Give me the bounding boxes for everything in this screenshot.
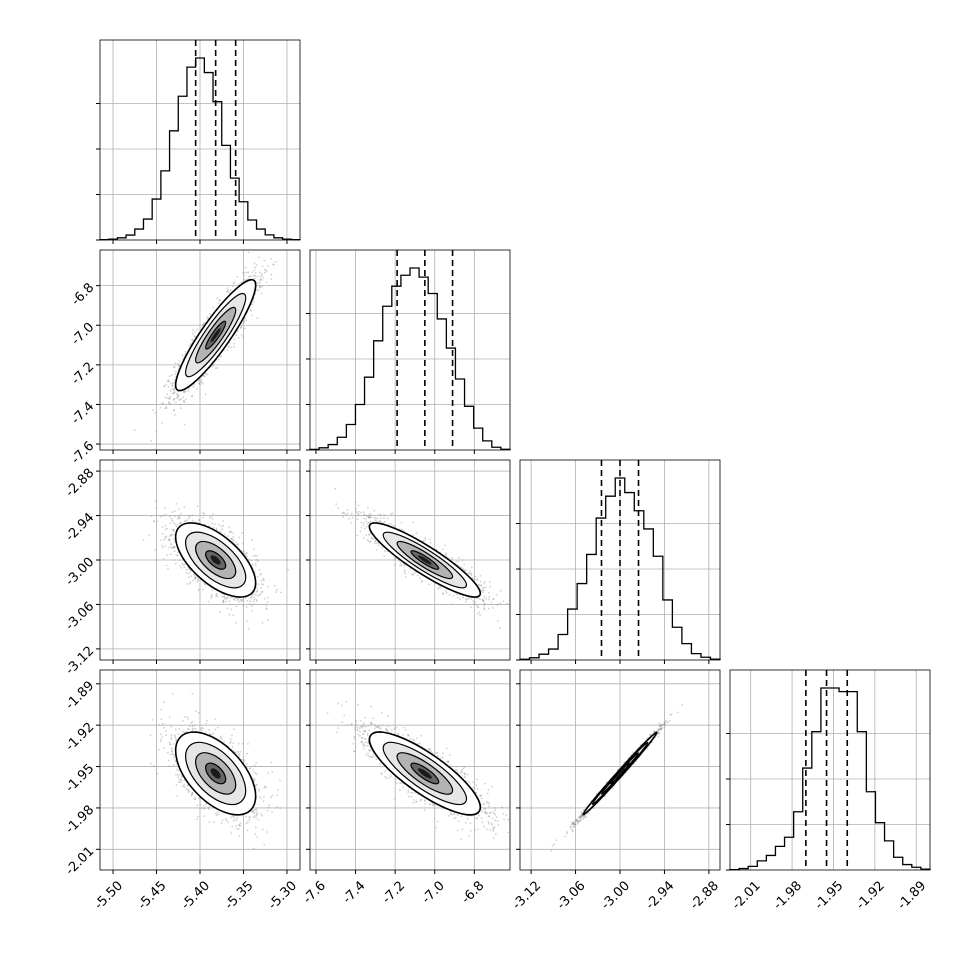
y-tick-label: -7.0 xyxy=(69,320,98,349)
x-tick-label: -5.50 xyxy=(92,878,126,912)
y-tick-label: -6.8 xyxy=(69,280,98,309)
x-tick-label: -5.30 xyxy=(266,878,300,912)
x-tick-label: -5.40 xyxy=(179,878,213,912)
y-tick-label: -3.00 xyxy=(63,555,97,589)
y-tick-label: -2.94 xyxy=(63,510,97,544)
scatter-panel-3-2 xyxy=(306,459,511,664)
histogram-step-3 xyxy=(519,477,721,660)
x-tick-label: -3.12 xyxy=(510,878,544,912)
x-tick-label: -6.8 xyxy=(459,878,488,907)
histogram-panel-4 xyxy=(726,669,931,871)
density-contour xyxy=(417,555,432,565)
scatter-panel-3-1 xyxy=(96,459,301,664)
x-tick-label: -2.88 xyxy=(688,878,722,912)
y-tick-label: -1.98 xyxy=(63,803,97,837)
x-tick-label: -7.4 xyxy=(340,878,369,907)
scatter-panel-4-2 xyxy=(306,669,511,874)
panel-frame xyxy=(309,249,511,451)
y-tick-label: -7.4 xyxy=(69,399,98,428)
scatter-panel-4-1 xyxy=(96,669,301,874)
histogram-panel-2 xyxy=(306,249,511,454)
panel-frame xyxy=(309,669,511,871)
density-contour xyxy=(210,555,221,565)
y-tick-label: -1.89 xyxy=(63,678,97,712)
x-tick-label: -7.2 xyxy=(380,878,409,907)
y-tick-label: -2.01 xyxy=(63,844,97,878)
x-tick-label: -2.94 xyxy=(643,878,677,912)
scatter-panel-4-3 xyxy=(516,669,721,874)
density-contour xyxy=(417,768,432,779)
x-tick-label: -1.89 xyxy=(895,878,929,912)
density-contour xyxy=(615,768,625,779)
y-tick-label: -7.6 xyxy=(69,439,98,468)
x-tick-label: -7.6 xyxy=(300,878,329,907)
x-tick-label: -2.01 xyxy=(729,878,763,912)
histogram-step-4 xyxy=(729,687,931,871)
x-tick-label: -3.06 xyxy=(554,878,588,912)
x-tick-label: -5.35 xyxy=(222,878,256,912)
histogram-step-2 xyxy=(309,267,511,451)
y-tick-label: -7.2 xyxy=(69,360,98,389)
x-tick-label: -3.00 xyxy=(599,878,633,912)
x-tick-label: -7.0 xyxy=(419,878,448,907)
histogram-panel-1 xyxy=(96,39,301,244)
y-tick-label: -3.12 xyxy=(63,644,97,678)
y-tick-label: -1.95 xyxy=(63,761,97,795)
x-tick-label: -1.92 xyxy=(853,878,887,912)
histogram-panel-3 xyxy=(516,459,721,664)
scatter-panel-2-1 xyxy=(96,249,301,454)
x-tick-label: -1.95 xyxy=(812,878,846,912)
y-tick-label: -1.92 xyxy=(63,720,97,754)
x-tick-label: -5.45 xyxy=(135,878,169,912)
y-tick-label: -3.06 xyxy=(63,599,97,633)
x-tick-label: -1.98 xyxy=(771,878,805,912)
density-contour xyxy=(210,328,221,343)
y-tick-label: -2.88 xyxy=(63,466,97,500)
panel-frame xyxy=(729,669,931,871)
histogram-step-1 xyxy=(99,57,301,241)
density-contour xyxy=(210,768,221,779)
